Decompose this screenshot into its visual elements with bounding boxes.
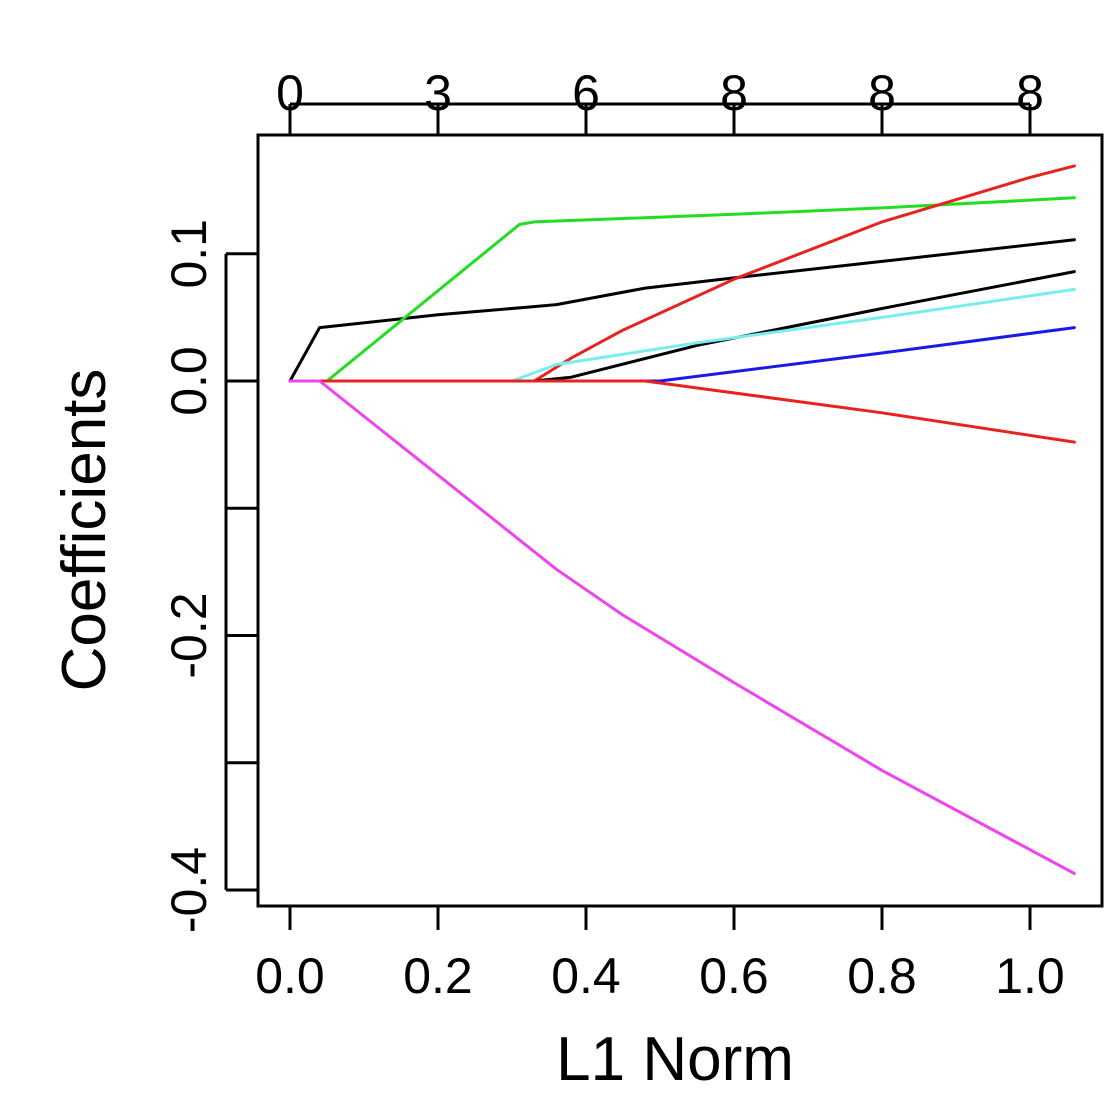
- y-axis-title: Coefficients: [50, 369, 119, 692]
- series-line-4: [288, 270, 1076, 383]
- series-line-7: [288, 379, 1076, 444]
- y-tick-label: -0.2: [161, 592, 217, 678]
- y-tick-label: 0.0: [161, 346, 217, 416]
- series-line-1: [288, 238, 1076, 383]
- top-tick-label: 0: [276, 65, 304, 121]
- top-tick-label: 6: [572, 65, 600, 121]
- x-tick-label: 1.0: [995, 948, 1065, 1004]
- y-tick-label: 0.1: [161, 219, 217, 289]
- top-tick-label: 8: [720, 65, 748, 121]
- y-axis: 0.1 0.0 -0.2 -0.4: [161, 219, 258, 933]
- y-tick-label: -0.4: [161, 847, 217, 933]
- series-line-3: [288, 164, 1076, 383]
- x-tick-label: 0.0: [255, 948, 325, 1004]
- series-line-6: [288, 326, 1076, 383]
- top-axis: 0 3 6 8 8 8: [276, 65, 1044, 135]
- x-axis: 0.0 0.2 0.4 0.6 0.8 1.0: [255, 904, 1065, 1004]
- top-tick-label: 8: [1016, 65, 1044, 121]
- x-tick-label: 0.8: [847, 948, 917, 1004]
- x-axis-title: L1 Norm: [556, 1025, 794, 1094]
- x-tick-label: 0.2: [403, 948, 473, 1004]
- series-line-2: [288, 196, 1076, 383]
- x-tick-label: 0.4: [551, 948, 621, 1004]
- series-lines: [288, 164, 1076, 875]
- top-tick-label: 3: [424, 65, 452, 121]
- x-tick-label: 0.6: [699, 948, 769, 1004]
- top-tick-label: 8: [868, 65, 896, 121]
- series-line-8: [288, 379, 1076, 875]
